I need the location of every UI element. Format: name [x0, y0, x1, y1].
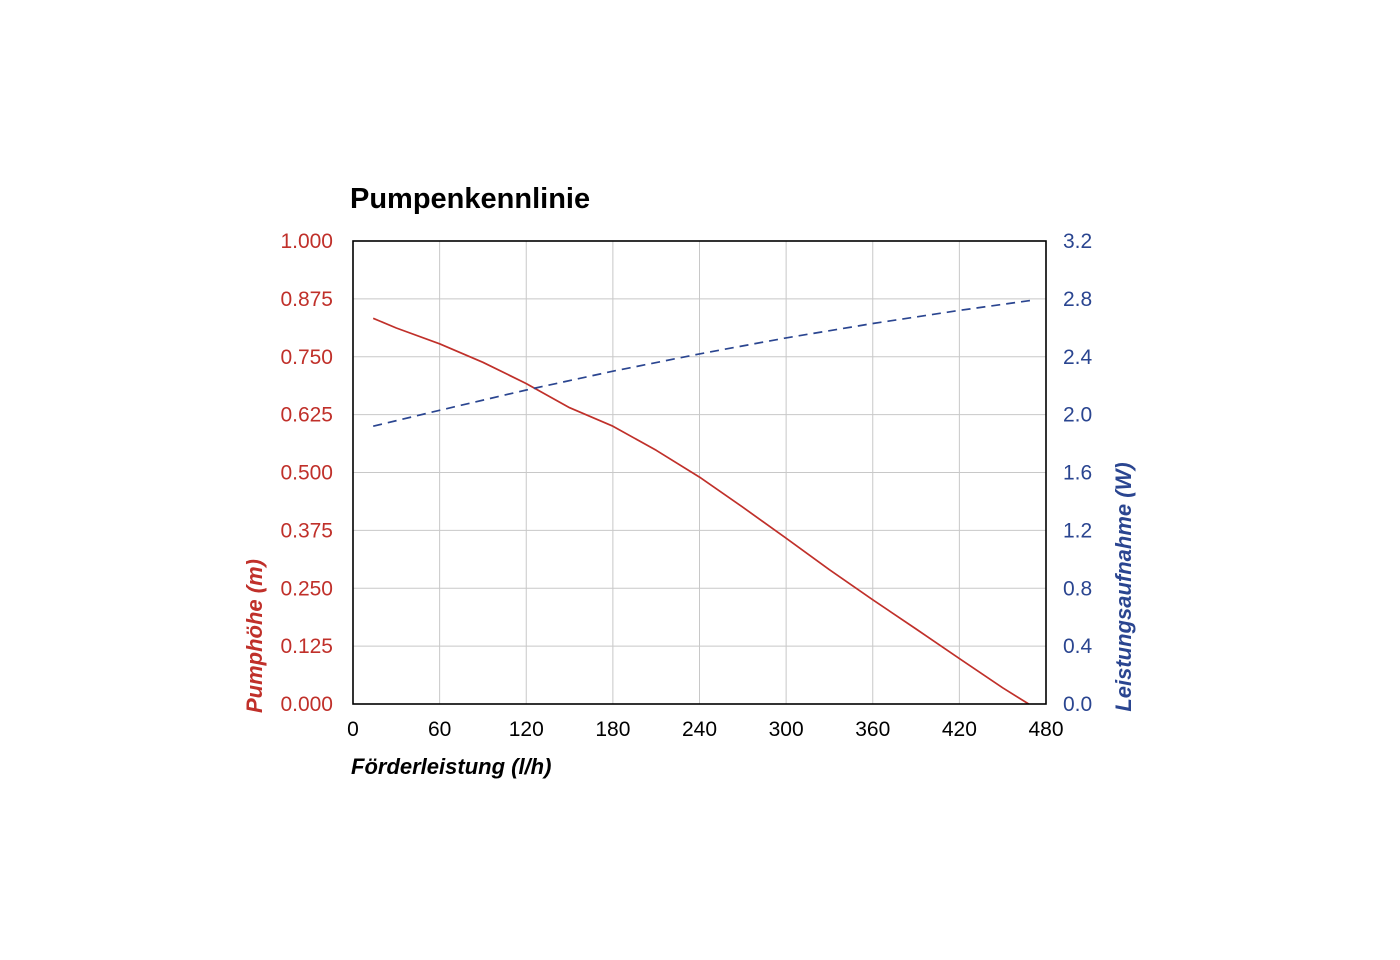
y-tick-label: 0.375	[280, 519, 333, 542]
y-tick-labels: 0.000 0.125 0.250 0.375 0.500 0.625 0.750 0.875…	[280, 230, 333, 716]
x-tick-label: 60	[428, 718, 451, 741]
x-tick-label: 300	[769, 718, 804, 741]
y2-tick-label: 0.0	[1063, 693, 1092, 716]
pump-head-line	[372, 317, 1030, 705]
y-tick-label: 0.625	[280, 404, 333, 427]
y2-tick-label: 0.8	[1063, 577, 1092, 600]
y-tick-label: 0.000	[280, 693, 333, 716]
y-tick-label: 0.875	[280, 288, 333, 311]
plot-frame	[352, 240, 1047, 705]
x-tick-label: 420	[942, 718, 977, 741]
y2-tick-labels: 0.0 0.4 0.8 1.2 1.6 2.0 2.4 2.8 3.2	[1063, 230, 1093, 716]
x-tick-label: 120	[509, 718, 544, 741]
y2-tick-label: 2.4	[1063, 346, 1093, 369]
y-tick-label: 0.750	[280, 346, 333, 369]
y2-tick-label: 2.0	[1063, 404, 1092, 427]
series-lines	[372, 299, 1032, 705]
chart-title: Pumpenkennlinie	[350, 183, 590, 215]
y2-tick-label: 3.2	[1063, 230, 1092, 253]
y2-tick-label: 1.2	[1063, 519, 1092, 542]
power-consumption-line	[373, 299, 1032, 428]
y-tick-label: 0.250	[280, 577, 333, 600]
x-tick-label: 240	[682, 718, 717, 741]
x-axis-label: Förderleistung (l/h)	[351, 754, 551, 779]
y2-tick-label: 1.6	[1063, 462, 1092, 485]
y-tick-label: 0.125	[280, 635, 333, 658]
y2-tick-label: 0.4	[1063, 635, 1093, 658]
x-tick-labels: 0 60 120 180 240 300 360 420 480	[347, 718, 1063, 741]
x-tick-label: 0	[347, 718, 359, 741]
x-tick-label: 360	[855, 718, 890, 741]
y2-tick-label: 2.8	[1063, 288, 1092, 311]
y-tick-label: 1.000	[280, 230, 333, 253]
grid-lines	[353, 241, 1046, 704]
x-tick-label: 480	[1028, 718, 1063, 741]
y-axis-label: Pumphöhe (m)	[242, 559, 267, 713]
x-tick-label: 180	[595, 718, 630, 741]
y2-axis-label: Leistungsaufnahme (W)	[1111, 462, 1136, 711]
y-tick-label: 0.500	[280, 462, 333, 485]
